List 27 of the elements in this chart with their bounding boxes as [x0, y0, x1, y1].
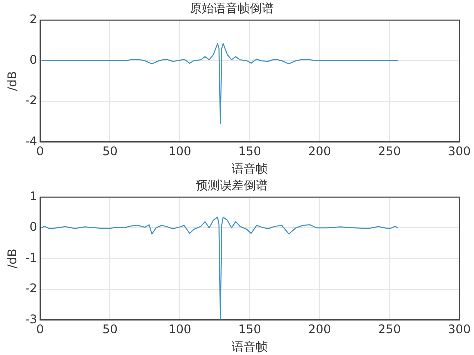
x-tick-label: 250 [378, 144, 402, 159]
chart-title: 原始语音帧倒谱 [190, 1, 274, 16]
x-tick-label: 100 [168, 144, 192, 159]
y-tick-label: -1 [25, 250, 38, 265]
x-tick-label: 200 [308, 144, 332, 159]
x-axis-title: 语音帧 [232, 162, 268, 176]
y-tick-label: -4 [25, 134, 38, 148]
x-tick-label: 150 [238, 322, 262, 337]
x-axis-title: 语音帧 [232, 340, 268, 354]
x-tick-label: 300 [448, 144, 471, 159]
y-axis-title: /dB [5, 71, 20, 92]
y-tick-label: -2 [25, 94, 38, 108]
y-axis-title: /dB [5, 248, 20, 269]
x-tick-label: 50 [102, 144, 118, 159]
y-tick-label: -2 [25, 282, 38, 296]
y-tick-label: 1 [30, 190, 38, 204]
x-tick-label: 100 [168, 322, 192, 337]
y-tick-label: 2 [30, 12, 38, 27]
y-tick-label: 0 [30, 53, 38, 68]
chart-title: 预测误差倒谱 [196, 178, 268, 192]
y-tick-label: -3 [25, 312, 38, 326]
x-tick-label: 200 [308, 322, 332, 337]
x-tick-label: 150 [238, 144, 262, 159]
x-tick-label: 300 [448, 322, 471, 337]
y-tick-label: 0 [30, 220, 38, 234]
x-tick-label: 50 [102, 322, 118, 337]
x-tick-label: 250 [378, 322, 402, 337]
